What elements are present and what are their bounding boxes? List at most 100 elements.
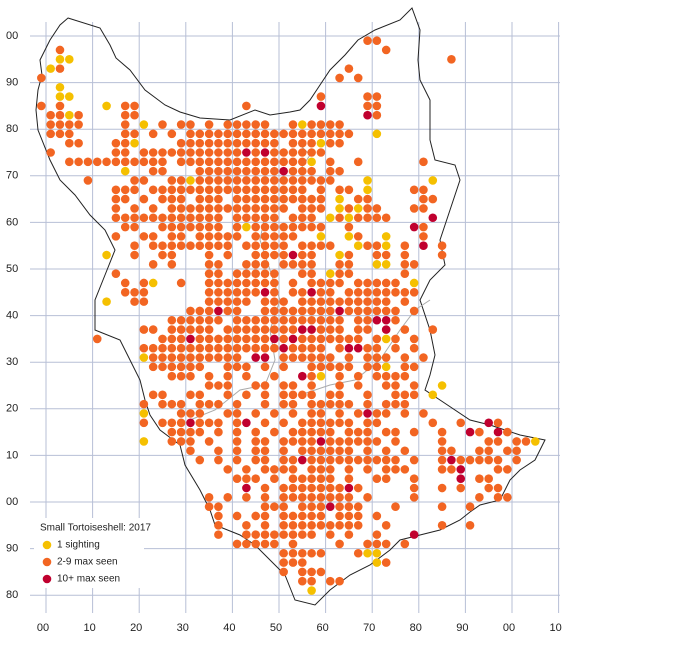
record-dot xyxy=(437,446,447,456)
record-dot xyxy=(493,455,503,465)
record-dot xyxy=(111,269,121,278)
record-dot xyxy=(176,315,186,325)
record-dot xyxy=(288,194,298,204)
record-dot xyxy=(242,483,251,493)
record-dot xyxy=(344,288,354,297)
record-dot xyxy=(363,548,372,558)
record-dot xyxy=(167,241,177,250)
record-dot xyxy=(363,101,372,111)
record-dot xyxy=(260,502,270,511)
record-dot xyxy=(214,521,223,530)
record-dot xyxy=(307,548,316,558)
record-dot xyxy=(493,427,503,437)
record-dot xyxy=(232,399,242,409)
record-dot xyxy=(111,194,121,204)
record-dot xyxy=(288,381,298,390)
record-dot xyxy=(186,343,195,353)
record-dot xyxy=(298,157,307,167)
record-dot xyxy=(111,157,121,167)
record-dot xyxy=(409,530,419,539)
record-dot xyxy=(186,157,195,167)
record-dot xyxy=(92,157,102,167)
record-dot xyxy=(344,446,354,456)
y-tick-label: 70 xyxy=(6,170,18,182)
record-dot xyxy=(260,129,270,139)
record-dot xyxy=(260,232,270,241)
record-dot xyxy=(419,241,428,250)
record-dot xyxy=(307,222,316,232)
record-dot xyxy=(316,129,326,139)
record-dot xyxy=(335,297,344,306)
record-dot xyxy=(335,539,344,549)
record-dot xyxy=(139,343,149,353)
record-dot xyxy=(400,371,410,381)
record-dot xyxy=(344,334,354,344)
record-dot xyxy=(288,334,298,344)
record-dot xyxy=(447,465,456,474)
record-dot xyxy=(335,437,344,446)
record-dot xyxy=(148,278,158,288)
record-dot xyxy=(214,315,223,325)
record-dot xyxy=(409,390,419,400)
record-dot xyxy=(437,455,447,465)
record-dot xyxy=(158,166,167,176)
record-dot xyxy=(242,278,251,288)
record-dot xyxy=(204,232,214,241)
record-dot xyxy=(316,567,326,577)
record-dot xyxy=(176,241,186,250)
record-dot xyxy=(335,511,344,521)
record-dot xyxy=(279,353,288,362)
record-dot xyxy=(167,343,177,353)
record-dot xyxy=(372,455,382,465)
record-dot xyxy=(242,325,251,334)
record-dot xyxy=(232,418,242,428)
record-dot xyxy=(298,558,307,567)
record-dot xyxy=(465,455,475,465)
record-dot xyxy=(214,129,223,139)
record-dot xyxy=(204,288,214,297)
record-dot xyxy=(372,250,382,260)
record-dot xyxy=(251,409,260,418)
record-dot xyxy=(409,306,419,316)
record-dot xyxy=(325,446,335,456)
record-dot xyxy=(363,427,372,437)
record-dot xyxy=(251,353,260,362)
record-dot xyxy=(335,306,344,316)
record-dot xyxy=(372,343,382,353)
record-dot xyxy=(130,101,139,111)
record-dot xyxy=(260,120,270,129)
record-dot xyxy=(270,129,279,139)
record-dot xyxy=(214,306,223,316)
record-dot xyxy=(288,455,298,465)
record-dot xyxy=(279,390,288,400)
record-dot xyxy=(232,278,242,288)
records xyxy=(37,36,540,595)
record-dot xyxy=(493,437,503,446)
record-dot xyxy=(223,241,233,250)
record-dot xyxy=(83,157,93,167)
record-dot xyxy=(335,576,344,586)
record-dot xyxy=(316,315,326,325)
record-dot xyxy=(242,474,251,484)
record-dot xyxy=(363,92,372,101)
record-dot xyxy=(130,241,139,250)
record-dot xyxy=(251,241,260,250)
record-dot xyxy=(167,222,177,232)
record-dot xyxy=(120,278,130,288)
record-dot xyxy=(335,455,344,465)
record-dot xyxy=(260,213,270,223)
record-dot xyxy=(251,334,260,344)
record-dot xyxy=(214,446,223,456)
record-dot xyxy=(251,427,260,437)
record-dot xyxy=(307,306,316,316)
record-dot xyxy=(176,194,186,204)
record-dot xyxy=(363,204,372,213)
record-dot xyxy=(195,390,205,400)
record-dot xyxy=(288,343,298,353)
record-dot xyxy=(298,120,307,129)
record-dot xyxy=(148,343,158,353)
record-dot xyxy=(260,297,270,306)
record-dot xyxy=(381,381,391,390)
record-dot xyxy=(223,306,233,316)
